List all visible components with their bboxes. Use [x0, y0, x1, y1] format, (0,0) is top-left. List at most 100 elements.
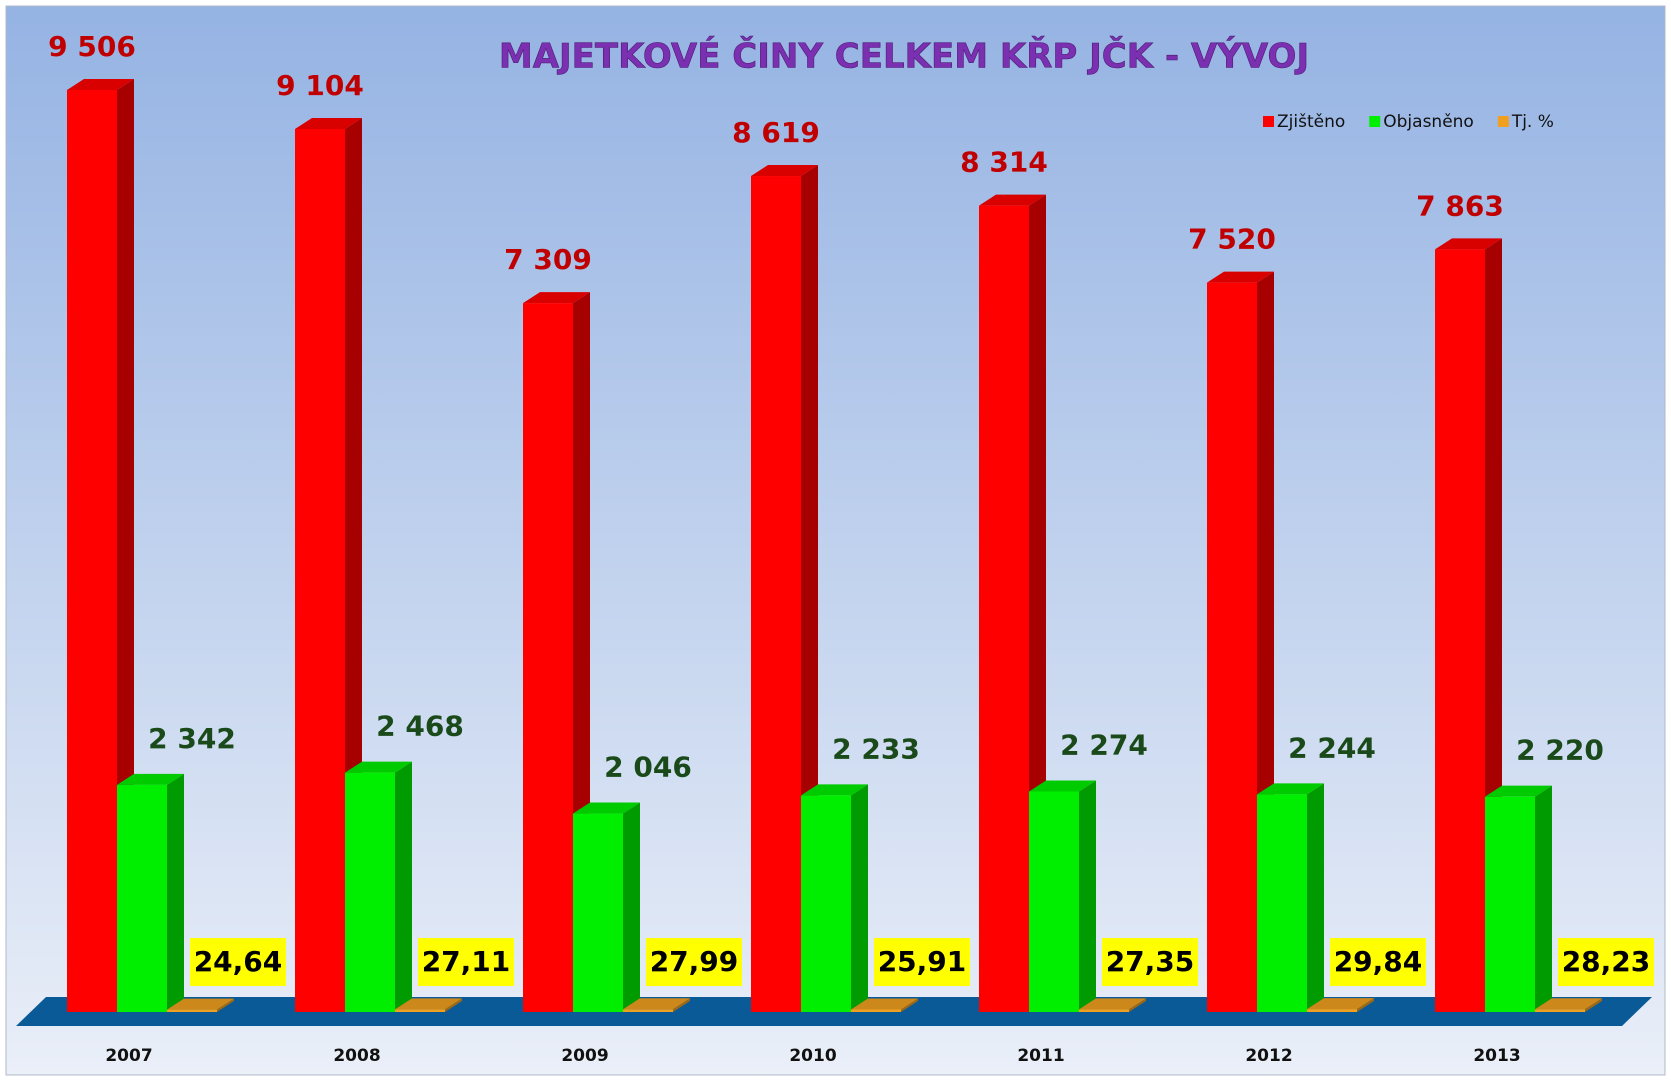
value-label-box	[190, 938, 286, 986]
value-label: 2 233	[832, 732, 920, 765]
value-label-box	[1558, 938, 1654, 986]
bar	[395, 1009, 445, 1012]
bar-top	[1029, 780, 1096, 792]
value-label: 2 244	[1288, 731, 1376, 764]
x-tick-label: 2008	[333, 1046, 380, 1066]
value-label: 2 220	[1516, 734, 1604, 767]
bar	[1435, 249, 1485, 1013]
value-label: 2 342	[148, 722, 236, 755]
bar-top	[573, 802, 640, 814]
bar	[523, 303, 573, 1012]
x-tick-label: 2013	[1473, 1046, 1520, 1066]
bar-top	[1535, 998, 1602, 1010]
bar-top	[801, 784, 868, 796]
bar-top	[1079, 998, 1146, 1010]
bar-top	[167, 998, 234, 1010]
value-label: 2 468	[376, 710, 464, 743]
bar	[1207, 282, 1257, 1012]
x-tick-label: 2009	[561, 1046, 608, 1066]
value-label-box	[874, 938, 970, 986]
value-label-box	[646, 938, 742, 986]
value-label: 7 309	[504, 243, 592, 276]
value-label: 2 274	[1060, 728, 1148, 761]
bar	[167, 1009, 217, 1012]
bar-side	[1535, 785, 1552, 1012]
bar-top	[1485, 785, 1552, 797]
bar-side	[851, 784, 868, 1012]
bar-side	[217, 998, 234, 1012]
bar-top	[851, 998, 918, 1010]
value-label: 9 104	[276, 69, 364, 102]
bar-top	[1207, 271, 1274, 283]
value-label: 7 520	[1188, 223, 1276, 256]
bar-side	[395, 761, 412, 1012]
bar-top	[751, 165, 818, 177]
bar	[1029, 791, 1079, 1012]
bar-top	[67, 79, 134, 90]
bar	[979, 205, 1029, 1013]
value-label: 2 046	[604, 751, 692, 784]
bar-top	[623, 998, 690, 1010]
bar-top	[1257, 783, 1324, 795]
bar-top	[1435, 238, 1502, 250]
bar-side	[1079, 780, 1096, 1012]
bar	[1535, 1009, 1585, 1012]
bar	[1307, 1009, 1357, 1012]
legend-label: Zjištěno	[1277, 112, 1345, 132]
bar-top	[523, 292, 590, 304]
bar-top	[117, 773, 184, 785]
bar-top	[295, 117, 362, 129]
legend-label: Objasněno	[1383, 112, 1474, 132]
value-label: 28,23	[1562, 945, 1651, 978]
bar	[1485, 796, 1535, 1012]
legend-label: Tj. %	[1511, 112, 1554, 132]
value-label: 7 863	[1416, 189, 1504, 222]
bar	[623, 1009, 673, 1012]
value-label: 25,91	[878, 945, 967, 978]
value-label: 29,84	[1334, 945, 1423, 978]
bar	[295, 128, 345, 1012]
bar-side	[673, 998, 690, 1012]
bar	[117, 784, 167, 1012]
value-label: 27,35	[1106, 945, 1195, 978]
x-tick-label: 2010	[789, 1046, 836, 1066]
bar-side	[623, 802, 640, 1012]
bar-side	[167, 773, 184, 1012]
value-label: 9 506	[48, 30, 136, 63]
bar-side	[1357, 998, 1374, 1012]
value-label: 24,64	[194, 945, 283, 978]
bar-top	[1307, 998, 1374, 1010]
value-label: 27,11	[422, 945, 511, 978]
bar	[851, 1009, 901, 1012]
bar-side	[901, 998, 918, 1012]
x-tick-label: 2007	[105, 1046, 152, 1066]
legend-swatch	[1369, 116, 1381, 127]
value-label-box	[1102, 938, 1198, 986]
bar	[801, 795, 851, 1012]
bar	[67, 90, 117, 1012]
bar-top	[395, 998, 462, 1010]
bar-side	[1129, 998, 1146, 1012]
bar	[573, 813, 623, 1012]
bar	[1257, 794, 1307, 1012]
value-label-box	[1330, 938, 1426, 986]
value-label: 27,99	[650, 945, 739, 978]
value-label: 8 314	[960, 146, 1048, 179]
value-label: 8 619	[732, 116, 820, 149]
legend-swatch	[1263, 116, 1274, 127]
bar-side	[1307, 783, 1324, 1012]
chart-title: MAJETKOVÉ ČINY CELKEM KŘP JČK - VÝVOJ	[499, 36, 1309, 77]
bar-top	[979, 194, 1046, 206]
bar	[751, 176, 801, 1012]
bar-side	[445, 998, 462, 1012]
bar	[345, 772, 395, 1012]
bar-top	[345, 761, 412, 773]
legend-swatch	[1497, 116, 1509, 127]
x-tick-label: 2011	[1017, 1046, 1064, 1066]
bar	[1079, 1009, 1129, 1012]
value-label-box	[418, 938, 514, 986]
x-tick-label: 2012	[1245, 1046, 1292, 1066]
bar-side	[1585, 998, 1602, 1012]
